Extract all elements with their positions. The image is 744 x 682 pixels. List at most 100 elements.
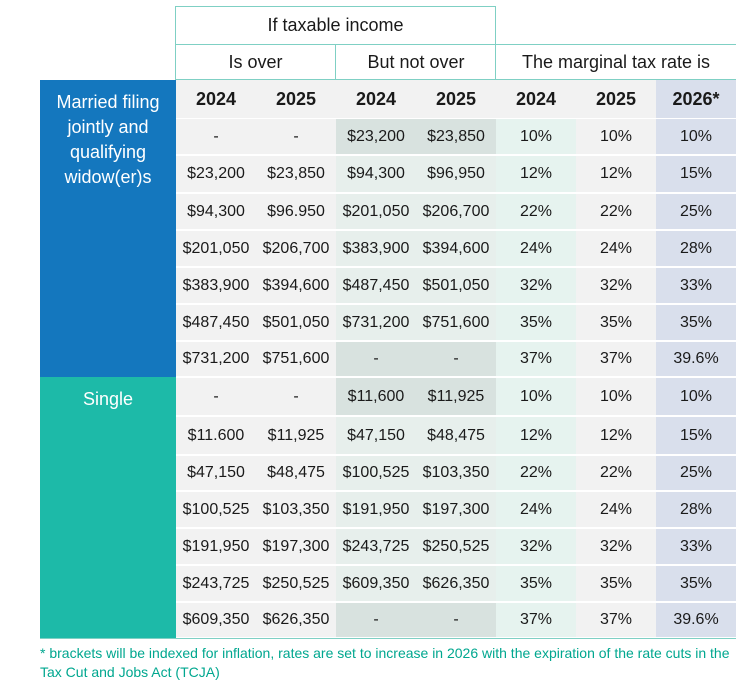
year-header-0: 2024 — [195, 88, 237, 109]
table-cell: $487,450 — [176, 305, 256, 340]
table-cell: $11,925 — [416, 378, 496, 415]
table-cell: 10% — [656, 119, 736, 154]
table-cell: $383,900 — [176, 268, 256, 303]
table-cell: $103,350 — [416, 456, 496, 490]
table-cell: $197,300 — [256, 529, 336, 564]
table-cell: 12% — [496, 417, 576, 454]
table-cell: $96,950 — [416, 156, 496, 192]
year-header-5: 2025 — [595, 88, 637, 109]
table-cell: - — [416, 342, 496, 376]
table-cell: 35% — [576, 566, 656, 601]
year-header-6: 2026* — [672, 88, 720, 109]
table-cell: $751,600 — [256, 342, 336, 376]
table-cell: - — [256, 119, 336, 154]
header-if-taxable-income: If taxable income — [175, 6, 496, 44]
header-divider — [495, 6, 496, 80]
table-cell: 24% — [576, 231, 656, 266]
table-cell: 35% — [576, 305, 656, 340]
table-cell: 32% — [576, 529, 656, 564]
table-cell: 25% — [656, 194, 736, 229]
table-cell: 25% — [656, 456, 736, 490]
table-cell: $206,700 — [416, 194, 496, 229]
table-cell: $751,600 — [416, 305, 496, 340]
table-cell: 22% — [576, 194, 656, 229]
table-cell: 33% — [656, 529, 736, 564]
table-cell: $11,925 — [256, 417, 336, 454]
table-cell: 28% — [656, 492, 736, 527]
table-cell: $191,950 — [336, 492, 416, 527]
table-cell: $23,200 — [176, 156, 256, 192]
table-cell: 37% — [496, 603, 576, 637]
table-cell: $47,150 — [336, 417, 416, 454]
table-cell: - — [336, 342, 416, 376]
year-header-1: 2025 — [275, 88, 317, 109]
footnote: * brackets will be indexed for inflation… — [40, 645, 730, 680]
table-cell: $103,350 — [256, 492, 336, 527]
table-cell: $626,350 — [416, 566, 496, 601]
table-cell: 32% — [496, 268, 576, 303]
header-but-not-over: But not over — [336, 44, 496, 80]
header-divider — [335, 44, 336, 80]
year-header-cell — [576, 80, 656, 118]
table-cell: - — [416, 603, 496, 637]
table-bottom-rule — [40, 638, 736, 639]
table-cell: 15% — [656, 417, 736, 454]
table-cell: $501,050 — [416, 268, 496, 303]
table-cell: 35% — [656, 566, 736, 601]
table-cell: $383,900 — [336, 231, 416, 266]
table-cell: $47,150 — [176, 456, 256, 490]
table-cell: 24% — [496, 231, 576, 266]
year-header-cell — [496, 80, 576, 118]
table-cell: $23,200 — [336, 119, 416, 154]
table-cell: $487,450 — [336, 268, 416, 303]
table-cell: $11,600 — [336, 378, 416, 415]
table-cell: 33% — [656, 268, 736, 303]
header-divider — [175, 44, 176, 80]
table-cell: 32% — [496, 529, 576, 564]
year-header-cell — [176, 80, 256, 118]
table-cell: 39.6% — [656, 342, 736, 376]
table-cell: $609,350 — [176, 603, 256, 637]
table-cell: $94,300 — [336, 156, 416, 192]
table-cell: $100,525 — [336, 456, 416, 490]
table-cell: 28% — [656, 231, 736, 266]
table-cell: 22% — [496, 194, 576, 229]
table-cell: $94,300 — [176, 194, 256, 229]
year-header-4: 2024 — [515, 88, 557, 109]
table-cell: - — [176, 378, 256, 415]
table-cell: 24% — [576, 492, 656, 527]
table-cell: 15% — [656, 156, 736, 192]
table-cell: $731,200 — [176, 342, 256, 376]
table-cell: $201,050 — [336, 194, 416, 229]
table-cell: 22% — [576, 456, 656, 490]
table-cell: $201,050 — [176, 231, 256, 266]
table-cell: $206,700 — [256, 231, 336, 266]
table-cell: 10% — [496, 119, 576, 154]
header-marginal-rate: The marginal tax rate is — [496, 44, 736, 80]
table-cell: 32% — [576, 268, 656, 303]
single-label: Single — [82, 389, 134, 409]
table-cell: $11.600 — [176, 417, 256, 454]
table-cell: $23,850 — [256, 156, 336, 192]
table-cell: $250,525 — [256, 566, 336, 601]
married-filing-band — [40, 80, 176, 377]
table-cell: 12% — [576, 156, 656, 192]
table-cell: 10% — [576, 378, 656, 415]
table-cell: $609,350 — [336, 566, 416, 601]
year-header-cell — [256, 80, 336, 118]
table-cell: $501,050 — [256, 305, 336, 340]
header-is-over: Is over — [175, 44, 336, 80]
table-cell: 22% — [496, 456, 576, 490]
table-cell: $626,350 — [256, 603, 336, 637]
table-cell: $243,725 — [176, 566, 256, 601]
table-cell: $197,300 — [416, 492, 496, 527]
table-cell: $48,475 — [256, 456, 336, 490]
table-cell: 37% — [496, 342, 576, 376]
table-cell: $731,200 — [336, 305, 416, 340]
year-header-cell — [656, 80, 736, 118]
table-cell: - — [336, 603, 416, 637]
table-cell: 35% — [496, 566, 576, 601]
table-cell: 10% — [656, 378, 736, 415]
year-header-3: 2025 — [435, 88, 477, 109]
single-band — [40, 377, 176, 638]
